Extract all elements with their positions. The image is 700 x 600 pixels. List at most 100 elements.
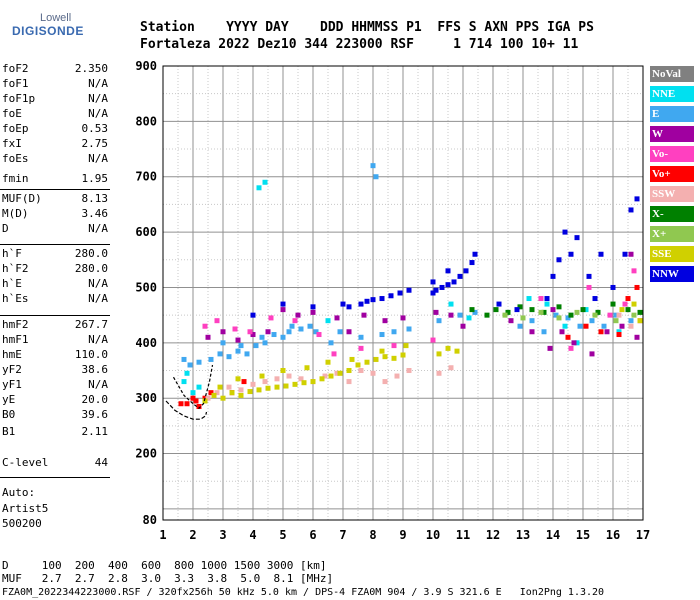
- data-point: [280, 301, 286, 307]
- data-point: [181, 356, 187, 362]
- param-name: h`F: [2, 247, 22, 260]
- data-point: [202, 323, 208, 329]
- legend-item: NoVal: [650, 66, 694, 82]
- data-point: [496, 301, 502, 307]
- x-tick-label: 12: [486, 528, 500, 542]
- ordinary-trace: [172, 364, 214, 409]
- param-row: fxI 2.75: [2, 137, 108, 152]
- data-point: [634, 196, 640, 202]
- param-name: D: [2, 222, 9, 235]
- data-point: [319, 376, 325, 382]
- data-point: [634, 284, 640, 290]
- param-name: h`F2: [2, 262, 29, 275]
- data-point: [571, 340, 577, 346]
- data-point: [550, 307, 556, 313]
- data-point: [592, 296, 598, 302]
- data-point: [391, 329, 397, 335]
- x-tick-label: 9: [399, 528, 406, 542]
- data-point: [598, 329, 604, 335]
- param-name: h`Es: [2, 292, 29, 305]
- param-name: hmE: [2, 348, 22, 361]
- data-point: [517, 304, 523, 310]
- data-point: [553, 312, 559, 318]
- x-tick-label: 15: [576, 528, 590, 542]
- param-value: N/A: [88, 378, 108, 391]
- data-point: [448, 365, 454, 371]
- data-point: [619, 323, 625, 329]
- data-point: [625, 296, 631, 302]
- param-value: 44: [94, 456, 108, 469]
- data-point: [595, 309, 601, 315]
- param-value: 2.11: [81, 425, 109, 438]
- data-point: [187, 362, 193, 368]
- data-point: [382, 379, 388, 385]
- param-row: yF2 38.6: [2, 363, 108, 378]
- data-point: [208, 390, 214, 396]
- data-point: [574, 340, 580, 346]
- data-point: [298, 326, 304, 332]
- param-row: hmF1 N/A: [2, 333, 108, 348]
- data-point: [436, 318, 442, 324]
- distance-row: D 100 200 400 600 800 1000 1500 3000 [km…: [2, 559, 327, 572]
- data-point: [340, 301, 346, 307]
- data-point: [178, 401, 184, 407]
- data-point: [214, 390, 220, 396]
- data-point: [268, 315, 274, 321]
- param-name: B1: [2, 425, 16, 438]
- data-point: [631, 301, 637, 307]
- data-point: [610, 301, 616, 307]
- data-point: [337, 370, 343, 376]
- data-point: [538, 309, 544, 315]
- legend-item: Vo+: [650, 166, 694, 182]
- param-name: hmF1: [2, 333, 29, 346]
- x-tick-label: 3: [219, 528, 226, 542]
- auto-code: 500200: [2, 517, 42, 530]
- param-row: D N/A: [2, 222, 108, 237]
- data-point: [244, 351, 250, 357]
- data-point: [529, 307, 535, 313]
- data-point: [259, 334, 265, 340]
- data-point: [274, 376, 280, 382]
- data-point: [214, 318, 220, 324]
- data-point: [346, 304, 352, 310]
- data-point: [430, 290, 436, 296]
- data-point: [472, 309, 478, 315]
- data-point: [232, 326, 238, 332]
- data-point: [439, 284, 445, 290]
- param-row: h`E N/A: [2, 277, 108, 292]
- data-point: [283, 383, 289, 389]
- param-value: N/A: [88, 277, 108, 290]
- data-point: [310, 309, 316, 315]
- data-point: [307, 323, 313, 329]
- x-tick-label: 13: [516, 528, 530, 542]
- x-tick-label: 2: [189, 528, 196, 542]
- param-name: B0: [2, 408, 16, 421]
- data-point: [334, 315, 340, 321]
- data-point: [586, 284, 592, 290]
- y-tick-label: 400: [135, 336, 157, 350]
- data-point: [613, 318, 619, 324]
- x-tick-label: 17: [636, 528, 650, 542]
- data-point: [301, 380, 307, 386]
- param-row: foE N/A: [2, 107, 108, 122]
- data-point: [379, 296, 385, 302]
- param-value: 20.0: [81, 393, 109, 406]
- data-point: [325, 359, 331, 365]
- data-point: [637, 309, 643, 315]
- param-name: yF2: [2, 363, 22, 376]
- data-point: [259, 373, 265, 379]
- data-point: [529, 318, 535, 324]
- data-point: [568, 345, 574, 351]
- param-value: N/A: [88, 107, 108, 120]
- data-point: [331, 351, 337, 357]
- data-point: [544, 296, 550, 302]
- data-point: [226, 354, 232, 360]
- data-point: [286, 373, 292, 379]
- data-point: [517, 323, 523, 329]
- y-tick-label: 700: [135, 170, 157, 184]
- data-point: [436, 370, 442, 376]
- param-name: hmF2: [2, 318, 29, 331]
- y-tick-label: 300: [135, 391, 157, 405]
- legend-item: SSW: [650, 186, 694, 202]
